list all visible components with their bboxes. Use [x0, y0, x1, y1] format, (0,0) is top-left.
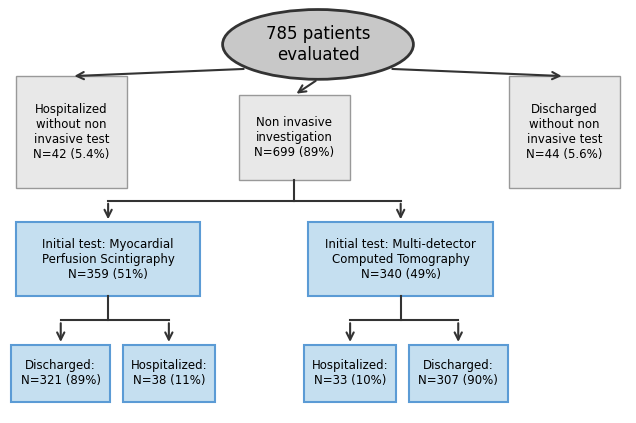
Text: Initial test: Myocardial
Perfusion Scintigraphy
N=359 (51%): Initial test: Myocardial Perfusion Scint…	[42, 238, 174, 280]
FancyBboxPatch shape	[16, 222, 200, 296]
FancyBboxPatch shape	[16, 76, 127, 188]
Ellipse shape	[223, 10, 413, 80]
FancyBboxPatch shape	[304, 345, 396, 402]
FancyBboxPatch shape	[308, 222, 493, 296]
FancyBboxPatch shape	[409, 345, 508, 402]
Text: 785 patients
evaluated: 785 patients evaluated	[266, 25, 370, 64]
FancyBboxPatch shape	[238, 95, 350, 180]
Text: Hospitalized:
N=33 (10%): Hospitalized: N=33 (10%)	[312, 359, 389, 387]
Text: Non invasive
investigation
N=699 (89%): Non invasive investigation N=699 (89%)	[254, 116, 334, 159]
FancyBboxPatch shape	[11, 345, 110, 402]
Text: Discharged
without non
invasive test
N=44 (5.6%): Discharged without non invasive test N=4…	[526, 103, 603, 161]
FancyBboxPatch shape	[509, 76, 620, 188]
Text: Discharged:
N=307 (90%): Discharged: N=307 (90%)	[418, 359, 498, 387]
Text: Discharged:
N=321 (89%): Discharged: N=321 (89%)	[21, 359, 100, 387]
Text: Hospitalized:
N=38 (11%): Hospitalized: N=38 (11%)	[130, 359, 207, 387]
Text: Hospitalized
without non
invasive test
N=42 (5.4%): Hospitalized without non invasive test N…	[33, 103, 110, 161]
Text: Initial test: Multi-detector
Computed Tomography
N=340 (49%): Initial test: Multi-detector Computed To…	[325, 238, 476, 280]
FancyBboxPatch shape	[123, 345, 215, 402]
